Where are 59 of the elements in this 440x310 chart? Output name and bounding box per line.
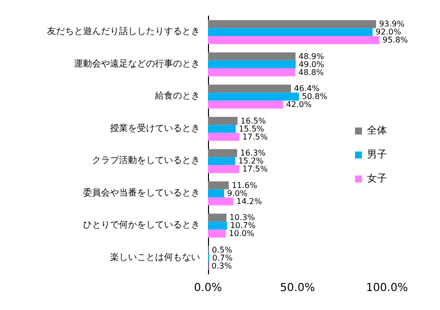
- bar: [208, 100, 284, 109]
- y-tick-label: 給食のとき: [154, 90, 200, 102]
- data-label: 95.8%: [382, 36, 408, 45]
- data-label: 46.4%: [294, 84, 320, 94]
- y-tick-label: 友だちと遊んだり話ししたりするとき: [47, 26, 200, 38]
- bar: [208, 157, 236, 166]
- data-label: 16.5%: [240, 116, 266, 126]
- bar: [208, 165, 240, 174]
- bar: [208, 116, 238, 125]
- legend-label: 女子: [367, 172, 387, 184]
- bar: [208, 36, 380, 44]
- data-label: 48.9%: [298, 52, 324, 61]
- data-label: 10.3%: [229, 213, 256, 222]
- data-label: 11.6%: [232, 180, 258, 190]
- data-label: 42.0%: [286, 100, 312, 110]
- data-label: 16.3%: [240, 148, 266, 158]
- data-label: 0.7%: [212, 253, 233, 262]
- bar: [208, 214, 226, 222]
- x-tick-label: 0.0%: [194, 281, 222, 294]
- bar: [208, 84, 292, 93]
- y-tick-label: 授業を受けているとき: [110, 122, 200, 134]
- y-tick-label: 楽しいことは何もない: [110, 252, 200, 263]
- y-tick-label: 運動会や遠足などの行事のとき: [74, 58, 200, 70]
- bar: [208, 60, 296, 68]
- data-label: 0.3%: [212, 261, 232, 270]
- data-label: 0.5%: [212, 245, 233, 254]
- data-label: 92.0%: [376, 28, 402, 37]
- legend-label: 全体: [367, 124, 387, 136]
- bar: [208, 197, 234, 206]
- legend-label: 男子: [367, 150, 387, 160]
- data-label: 14.2%: [236, 196, 262, 206]
- data-label: 17.5%: [242, 164, 268, 174]
- bar: [208, 124, 236, 133]
- bar: [208, 28, 373, 36]
- x-tick-label: 50.0%: [280, 281, 315, 294]
- data-label: 10.0%: [228, 229, 255, 238]
- y-tick-label: ひとりで何かをしているとき: [83, 220, 200, 231]
- bar: [208, 230, 226, 238]
- data-label: 9.0%: [227, 188, 248, 198]
- bar: [208, 68, 296, 76]
- data-label: 17.5%: [242, 132, 268, 142]
- bar: [208, 149, 238, 158]
- bar: [208, 181, 229, 190]
- x-tick-label: 100.0%: [366, 281, 408, 294]
- data-label: 93.9%: [379, 20, 405, 29]
- data-label: 15.2%: [238, 156, 264, 166]
- bar: [208, 92, 299, 101]
- bar: [208, 132, 240, 141]
- y-tick-label: 委員会や当番をしているとき: [83, 187, 200, 198]
- data-label: 49.0%: [298, 60, 325, 69]
- y-tick-label: クラブ活動をしているとき: [92, 155, 200, 166]
- data-label: 48.8%: [298, 68, 324, 77]
- bar: [208, 20, 376, 28]
- bar: [208, 189, 224, 198]
- data-label: 15.5%: [238, 124, 265, 134]
- data-label: 10.7%: [230, 221, 256, 230]
- bar: [208, 222, 228, 230]
- data-label: 50.8%: [302, 92, 328, 102]
- bar: [208, 52, 296, 60]
